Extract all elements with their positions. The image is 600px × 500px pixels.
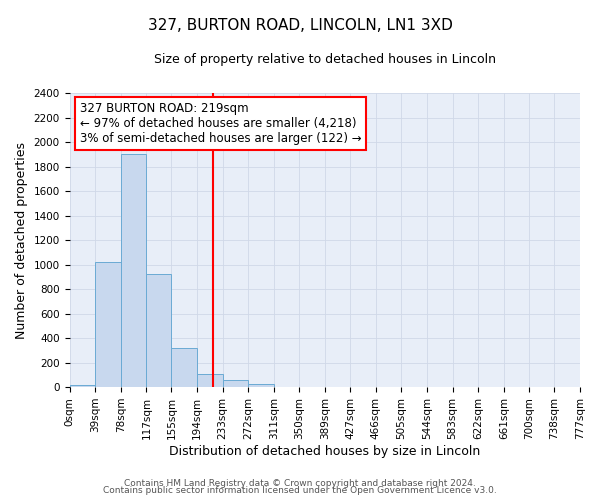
Bar: [95, 262, 121, 387]
Text: 327 BURTON ROAD: 219sqm
← 97% of detached houses are smaller (4,218)
3% of semi-: 327 BURTON ROAD: 219sqm ← 97% of detache…: [80, 102, 361, 145]
Bar: [197, 374, 223, 387]
Y-axis label: Number of detached properties: Number of detached properties: [15, 142, 28, 338]
Title: Size of property relative to detached houses in Lincoln: Size of property relative to detached ho…: [154, 52, 496, 66]
Bar: [172, 348, 197, 387]
Bar: [248, 384, 274, 387]
Text: Contains public sector information licensed under the Open Government Licence v3: Contains public sector information licen…: [103, 486, 497, 495]
Bar: [223, 380, 248, 387]
Bar: [146, 274, 172, 387]
Text: 327, BURTON ROAD, LINCOLN, LN1 3XD: 327, BURTON ROAD, LINCOLN, LN1 3XD: [148, 18, 452, 32]
Bar: [121, 154, 146, 387]
Text: Contains HM Land Registry data © Crown copyright and database right 2024.: Contains HM Land Registry data © Crown c…: [124, 478, 476, 488]
Bar: [70, 384, 95, 387]
X-axis label: Distribution of detached houses by size in Lincoln: Distribution of detached houses by size …: [169, 444, 481, 458]
